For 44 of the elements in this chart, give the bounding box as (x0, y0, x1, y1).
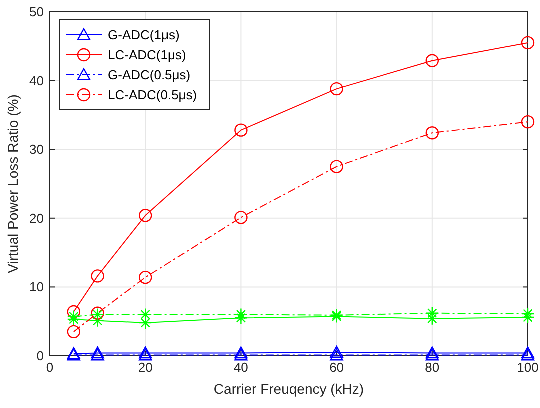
point (521, 36, 535, 50)
y-tick-label: 30 (30, 142, 44, 158)
point (426, 126, 439, 140)
point (139, 308, 152, 322)
y-tick-label: 20 (30, 210, 44, 226)
point (330, 160, 344, 174)
point (234, 124, 248, 137)
x-tick-label: 0 (46, 360, 54, 375)
x-tick-label: 60 (330, 360, 344, 375)
legend-label: LC-ADC(0.5μs) (108, 88, 198, 102)
y-tick-label: 40 (30, 73, 44, 88)
point (67, 305, 80, 319)
y-tick-label: 10 (30, 280, 44, 295)
point (139, 270, 152, 284)
point (234, 312, 248, 325)
point (521, 307, 535, 321)
y-tick-label: 50 (30, 4, 44, 20)
x-axis-title: Carrier Freuqency (kHz) (214, 381, 364, 397)
x-tick-label: 40 (234, 360, 248, 375)
point (330, 348, 344, 361)
point (234, 211, 248, 224)
y-tick-label: 0 (36, 348, 44, 364)
point (139, 209, 152, 222)
point (521, 310, 535, 324)
point (426, 312, 439, 326)
x-tick-label: 100 (517, 360, 539, 375)
point (139, 316, 152, 330)
y-axis-title: Virtual Power Loss Ratio (%) (5, 94, 21, 274)
point (426, 54, 439, 68)
point (330, 82, 344, 96)
x-tick-label: 80 (425, 360, 440, 375)
legend-label: LC-ADC(1μs) (108, 48, 186, 62)
legend-label: G-ADC(1μs) (108, 28, 180, 42)
point (234, 308, 248, 322)
point (91, 270, 104, 283)
point (91, 314, 104, 328)
point (67, 312, 80, 326)
x-tick-label: 20 (138, 360, 153, 375)
legend-label: G-ADC(0.5μs) (108, 68, 191, 82)
point (521, 115, 535, 129)
point (330, 346, 344, 358)
point (67, 310, 80, 324)
point (426, 306, 439, 320)
point (67, 325, 80, 339)
